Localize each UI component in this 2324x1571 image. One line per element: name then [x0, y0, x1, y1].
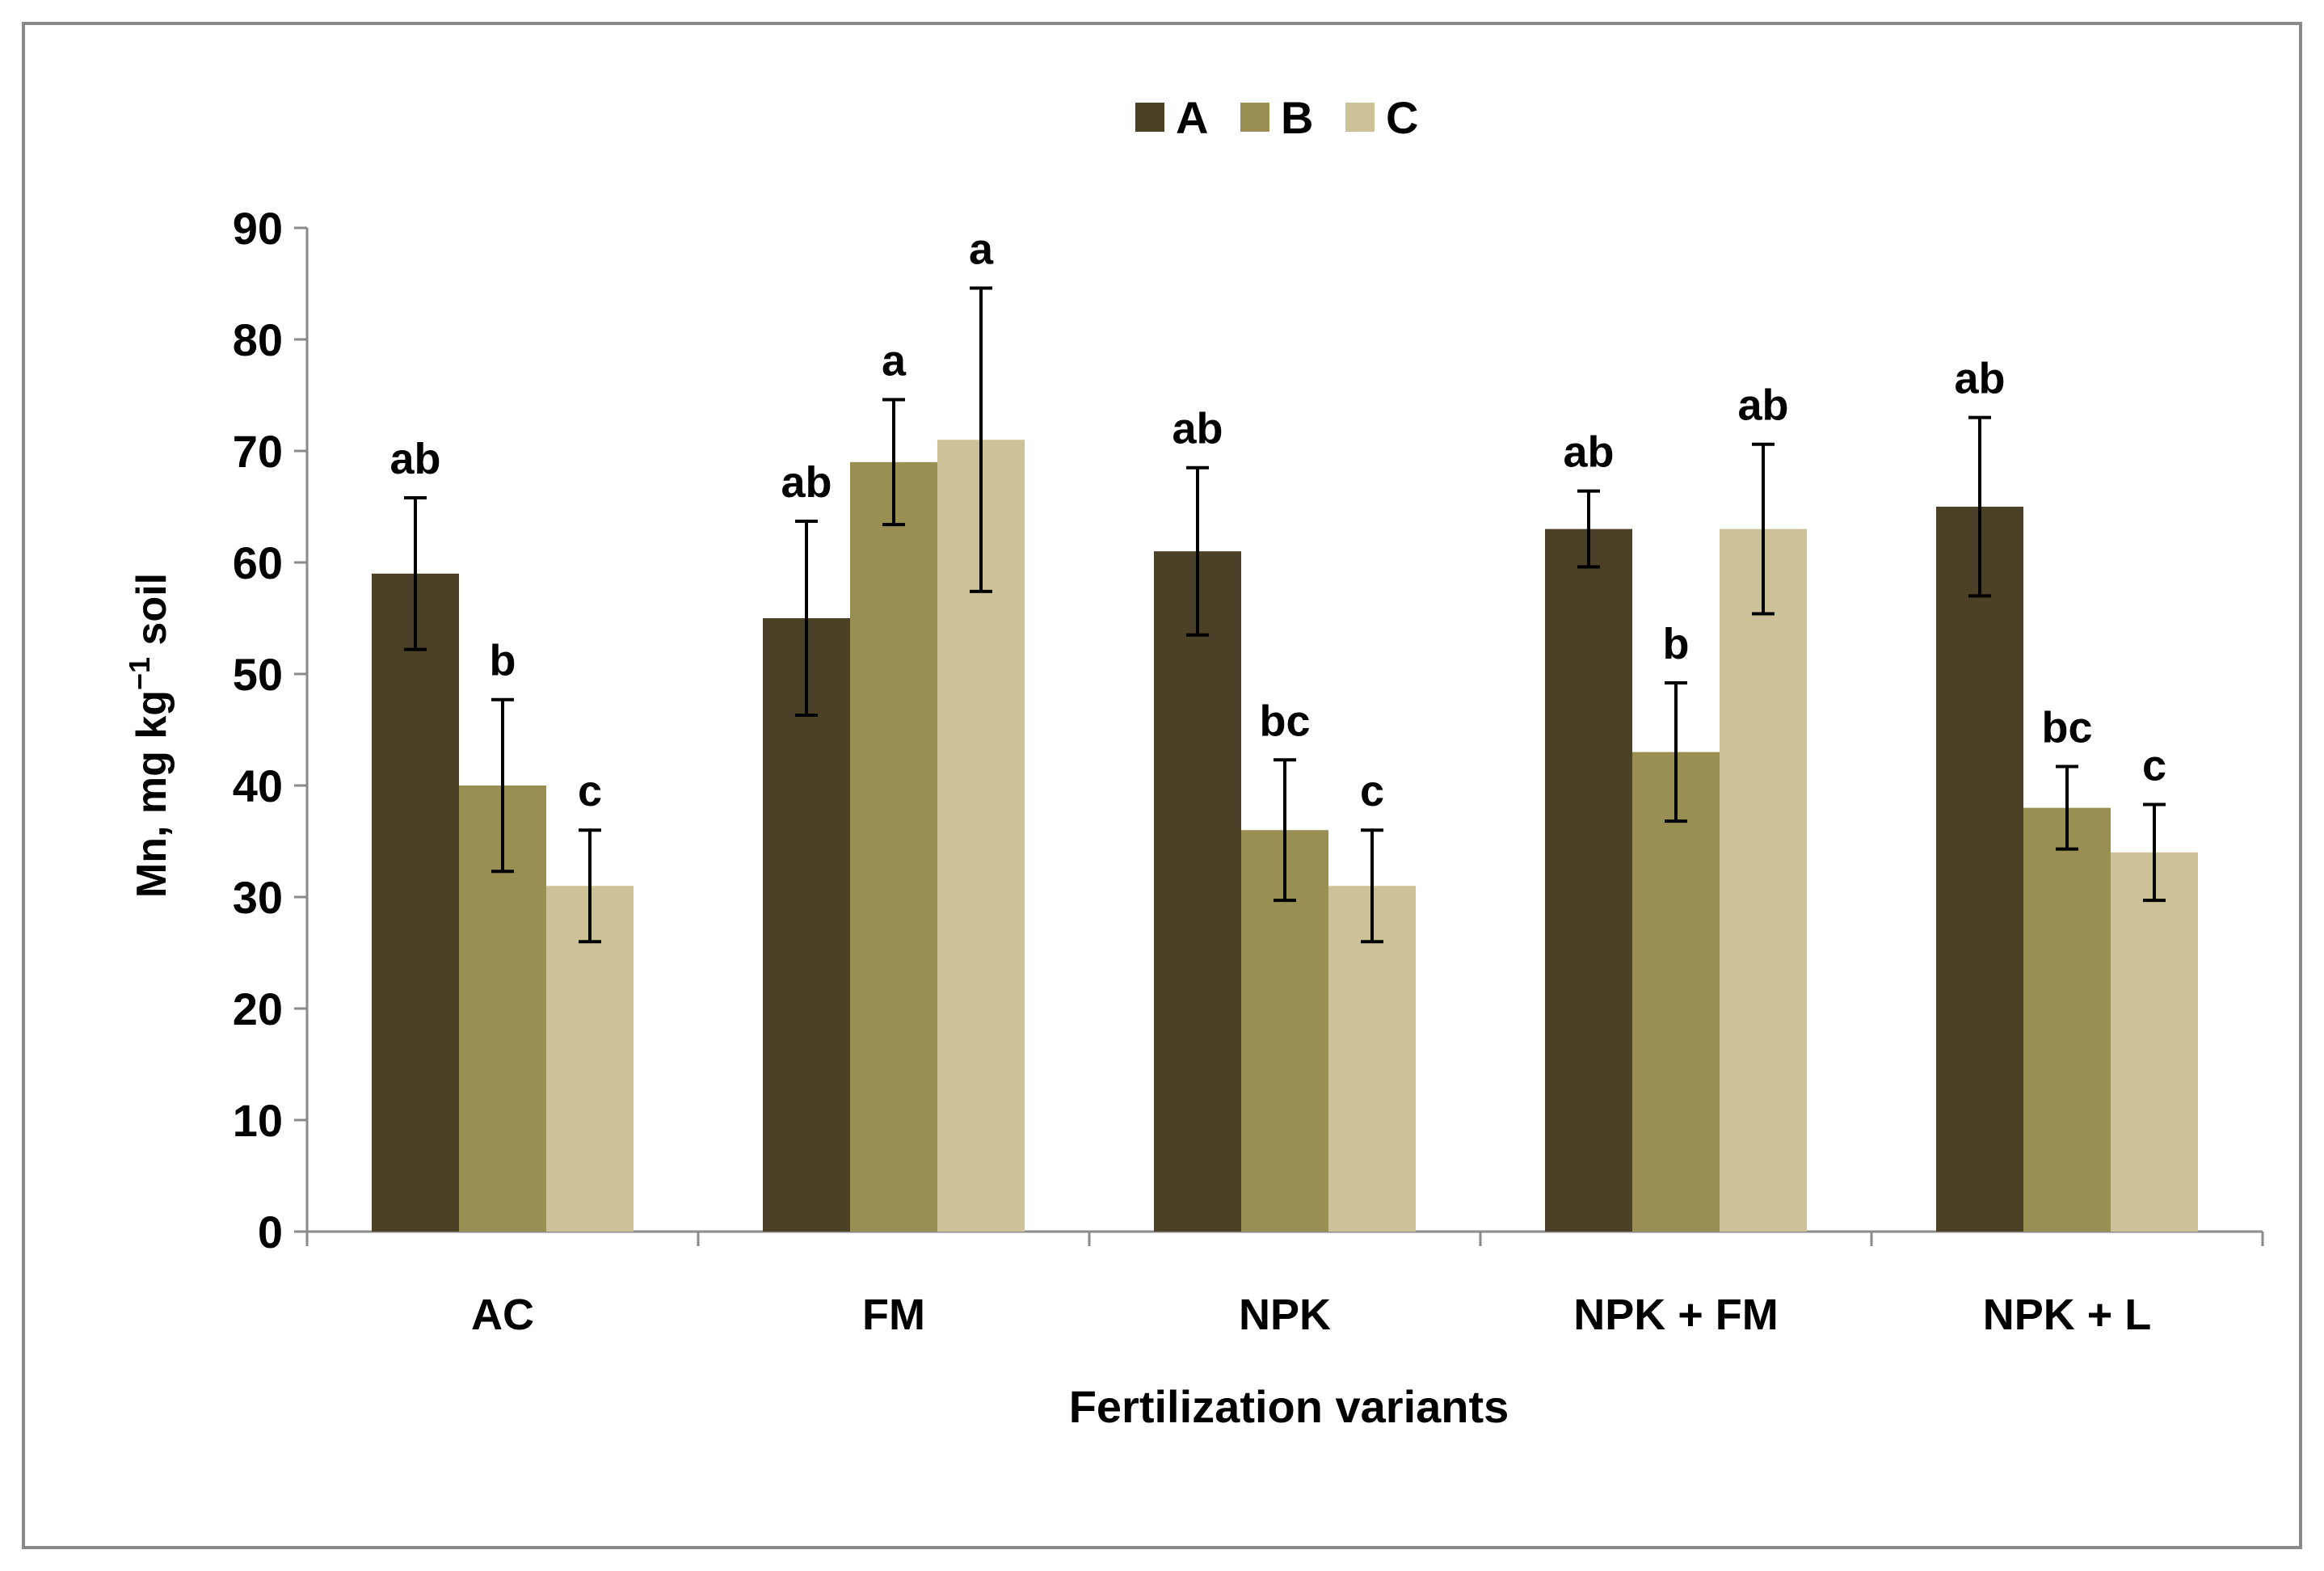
x-tick-label: FM [862, 1291, 925, 1339]
legend-label: A [1176, 92, 1208, 143]
x-tick-label: AC [471, 1291, 534, 1339]
bar [546, 886, 634, 1232]
significance-letter: a [882, 337, 907, 385]
x-axis-label: Fertilization variants [1069, 1381, 1509, 1432]
significance-letter: bc [2041, 704, 2092, 752]
bar [1720, 529, 1807, 1232]
bars [372, 440, 2198, 1232]
y-tick-label: 90 [233, 203, 283, 254]
y-tick-label: 50 [233, 649, 283, 700]
x-axis: AC FM NPK NPK + FM NPK + L [305, 1230, 2264, 1339]
legend-swatch [1345, 103, 1375, 132]
bar [1545, 529, 1632, 1232]
bar [1936, 507, 2023, 1232]
significance-letter: ab [1954, 355, 2005, 403]
bar [850, 461, 937, 1232]
bar [1632, 752, 1720, 1232]
y-tick-label: 30 [233, 872, 283, 923]
significance-letter: bc [1259, 697, 1310, 745]
bar [763, 618, 850, 1232]
bar [372, 573, 459, 1232]
y-tick-label: 60 [233, 537, 283, 588]
bar [1328, 886, 1416, 1232]
y-tick-label: 70 [233, 426, 283, 477]
significance-letter: ab [1172, 405, 1223, 453]
y-tick-label: 0 [258, 1207, 283, 1257]
significance-letter: c [1360, 767, 1384, 815]
bar [1154, 551, 1241, 1232]
y-tick-label: 80 [233, 314, 283, 365]
y-axis: 0 10 20 30 40 50 60 70 80 90 [233, 203, 309, 1257]
x-tick-label: NPK + L [1983, 1291, 2152, 1339]
significance-letter: ab [1563, 428, 1614, 477]
x-tick-label: NPK + FM [1573, 1291, 1779, 1339]
error-bars [404, 286, 2166, 944]
significance-letter: ab [389, 435, 440, 483]
y-tick-label: 20 [233, 983, 283, 1034]
significance-letter: c [2142, 741, 2166, 790]
y-axis-label: Mn, mg kg−1 soil [123, 573, 175, 898]
bar [2023, 807, 2111, 1232]
bar [2111, 852, 2198, 1232]
y-tick-label: 10 [233, 1095, 283, 1146]
legend-label: B [1281, 92, 1313, 143]
x-tick-label: NPK [1239, 1291, 1331, 1339]
y-tick-label: 40 [233, 760, 283, 811]
significance-letter: b [1663, 620, 1690, 668]
significance-letter: b [490, 637, 516, 685]
significance-letter: ab [781, 458, 832, 507]
significance-letter: ab [1737, 381, 1788, 430]
legend-swatch [1135, 103, 1164, 132]
significance-letter: a [969, 225, 994, 274]
significance-letter: c [578, 767, 602, 815]
legend-swatch [1240, 103, 1269, 132]
legend-label: C [1386, 92, 1418, 143]
legend: A B C [1135, 92, 1418, 143]
